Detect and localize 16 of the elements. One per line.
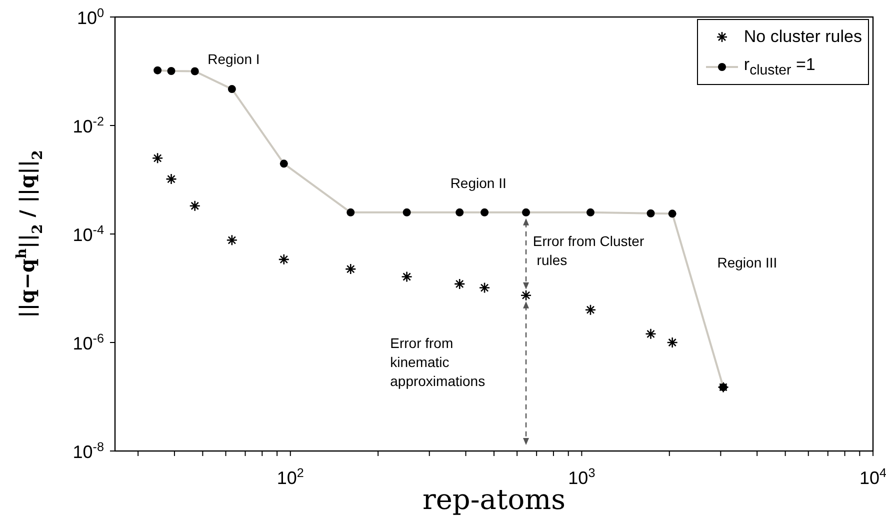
annotation: Region III (717, 254, 778, 271)
annotation: Region I (208, 51, 260, 68)
annotation: Error from kinematic approximations (390, 334, 486, 389)
annotation: Error from Cluster rules (532, 233, 644, 268)
x-tick-label: 10$^{2}$ (276, 466, 304, 488)
x-axis-title: rep-atoms (422, 483, 566, 516)
annotation: Region II (450, 175, 506, 192)
y-tick-label: 10$^{-4}$ (72, 223, 104, 245)
y-tick-label: 10$^{-8}$ (72, 440, 104, 462)
x-tick-label: 10$^{3}$ (568, 466, 596, 488)
legend-label: r$_{cluster}$ =1 (744, 55, 816, 79)
y-tick-label: 10$^{-6}$ (72, 332, 104, 354)
y-tick-label: 10$^{-2}$ (72, 114, 104, 136)
legend-label: No cluster rules (744, 27, 862, 47)
x-tick-label: 10$^{4}$ (859, 466, 886, 488)
y-tick-label: 10$^{0}$ (76, 6, 104, 28)
